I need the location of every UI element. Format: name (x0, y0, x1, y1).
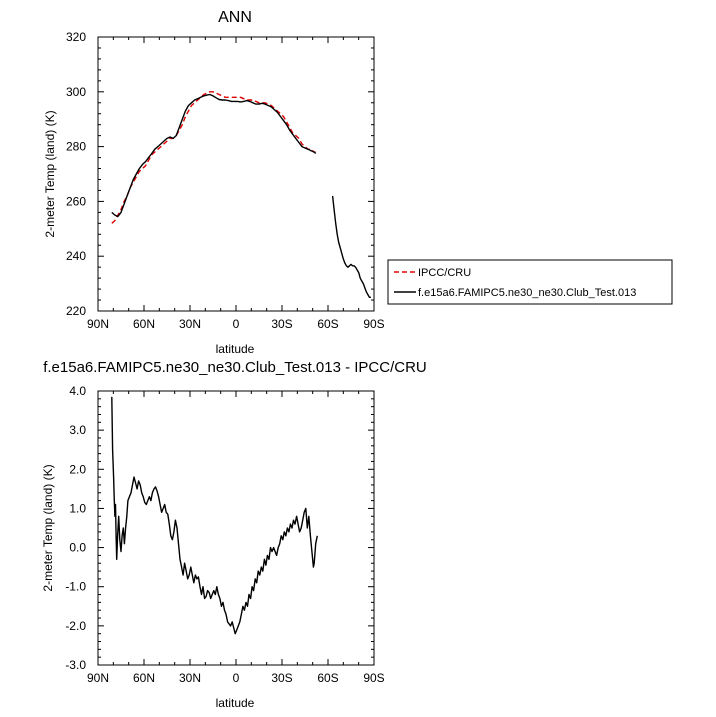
chart-top-y-tick-label: 260 (66, 194, 86, 208)
chart-bottom-frame (97, 390, 375, 666)
chart-bottom-ticks: 90N 60N 30N 0 30S 60S 90S -3.0 -2.0 -1.0 0.0 1.0 2.0… (65, 384, 384, 685)
chart-top-series-1-line-segment-0 (111, 93, 317, 218)
chart-top-series-0-line-segment-0 (111, 91, 316, 224)
chart-bottom-x-tick-label: 30N (179, 671, 201, 685)
chart-bottom-y-tick-label: 2.0 (69, 462, 86, 476)
chart-top-series (111, 91, 371, 298)
chart-top-y-tick-label: 300 (66, 85, 86, 99)
chart-top-x-tick-label: 90N (87, 317, 109, 331)
chart-bottom-y-tick-label: 3.0 (69, 423, 86, 437)
chart-bottom-y-tick-label: -2.0 (65, 619, 86, 633)
chart-top-legend: IPCC/CRU f.e15a6.FAMIPC5.ne30_ne30.Club_… (387, 259, 673, 305)
chart-bottom-y-tick-label: -3.0 (65, 658, 86, 672)
chart-top-frame (97, 36, 375, 312)
chart-bottom-x-tick-label: 60S (317, 671, 338, 685)
chart-bottom-y-tick-label: 1.0 (69, 501, 86, 515)
chart-top-title: ANN (218, 9, 252, 26)
chart-top-y-tick-label: 320 (66, 30, 86, 44)
chart-bottom: f.e15a6.FAMIPC5.ne30_ne30.Club_Test.013 … (41, 359, 427, 710)
chart-top-x-tick-label: 0 (233, 317, 240, 331)
chart-top-x-tick-label: 90S (363, 317, 384, 331)
chart-bottom-y-axis-label: 2-meter Temp (land) (K) (41, 464, 55, 591)
chart-top: ANN 90N 60N 30N 0 30S 60S 90S 220 240 260 280 300 32… (43, 9, 673, 356)
legend-box (387, 259, 673, 305)
chart-top-x-tick-label: 60N (133, 317, 155, 331)
chart-bottom-series (111, 396, 318, 635)
chart-bottom-y-tick-label: 0.0 (69, 541, 86, 555)
chart-bottom-x-tick-label: 0 (233, 671, 240, 685)
chart-bottom-x-axis-label: latitude (216, 696, 255, 710)
chart-bottom-x-tick-label: 30S (271, 671, 292, 685)
legend-label-model: f.e15a6.FAMIPC5.ne30_ne30.Club_Test.013 (418, 287, 636, 299)
chart-bottom-x-tick-label: 90N (87, 671, 109, 685)
chart-bottom-y-tick-label: -1.0 (65, 580, 86, 594)
chart-bottom-x-tick-label: 60N (133, 671, 155, 685)
chart-top-y-tick-label: 220 (66, 304, 86, 318)
chart-bottom-title: f.e15a6.FAMIPC5.ne30_ne30.Club_Test.013 … (43, 359, 427, 376)
chart-top-y-axis-label: 2-meter Temp (land) (K) (43, 110, 57, 237)
chart-top-x-tick-label: 60S (317, 317, 338, 331)
chart-top-series-1-line-segment-1 (331, 195, 371, 298)
chart-top-y-tick-label: 240 (66, 249, 86, 263)
chart-top-x-tick-label: 30N (179, 317, 201, 331)
chart-bottom-x-tick-label: 90S (363, 671, 384, 685)
chart-bottom-y-tick-label: 4.0 (69, 384, 86, 398)
chart-top-ticks: 90N 60N 30N 0 30S 60S 90S 220 240 260 280 300 320 (66, 30, 385, 331)
chart-bottom-series-0-line-segment-0 (111, 396, 318, 635)
chart-top-y-tick-label: 280 (66, 140, 86, 154)
chart-top-x-axis-label: latitude (216, 342, 255, 356)
legend-label-ipcc-cru: IPCC/CRU (418, 267, 471, 279)
chart-top-x-tick-label: 30S (271, 317, 292, 331)
